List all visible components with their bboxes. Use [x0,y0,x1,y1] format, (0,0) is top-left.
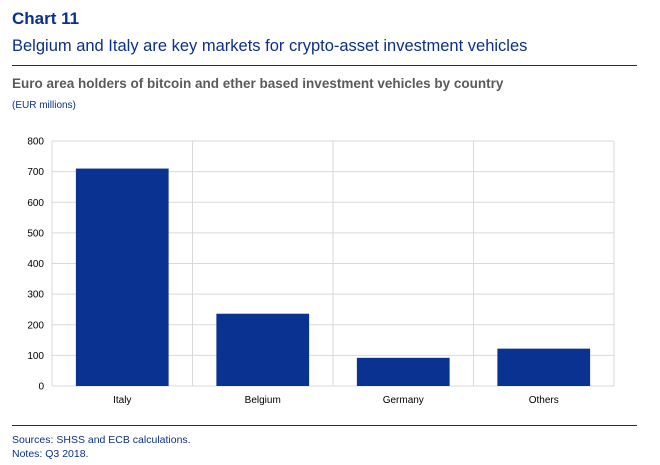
chart-title: Euro area holders of bitcoin and ether b… [12,76,504,91]
y-tick-label: 600 [27,198,44,209]
y-tick-label: 500 [27,228,44,239]
y-tick-label: 0 [38,382,44,393]
unit-label: (EUR millions) [12,100,76,111]
footer-divider [12,425,637,426]
bar-italy [75,168,169,386]
y-tick-label: 400 [27,259,44,270]
bar-chart: 0 100 200 300 400 500 600 700 800 Italy Belgium Ger… [27,137,615,406]
notes-note: Notes: Q3 2018. [12,448,89,460]
bar-others [497,348,591,386]
y-tick-label: 100 [27,351,44,362]
chart-headline: Belgium and Italy are key markets for cr… [12,37,528,55]
x-tick-label: Germany [383,395,424,406]
y-tick-label: 300 [27,290,44,301]
y-tick-label: 200 [27,320,44,331]
x-tick-label: Belgium [245,395,281,406]
bar-belgium [216,313,310,386]
y-tick-label: 700 [27,167,44,178]
bar-germany [356,357,450,386]
chart-number: Chart 11 [12,9,80,28]
x-tick-label: Others [529,395,559,406]
header-divider [12,65,637,66]
x-tick-label: Italy [113,395,131,406]
y-tick-label: 800 [27,137,44,148]
sources-note: Sources: SHSS and ECB calculations. [12,434,191,446]
